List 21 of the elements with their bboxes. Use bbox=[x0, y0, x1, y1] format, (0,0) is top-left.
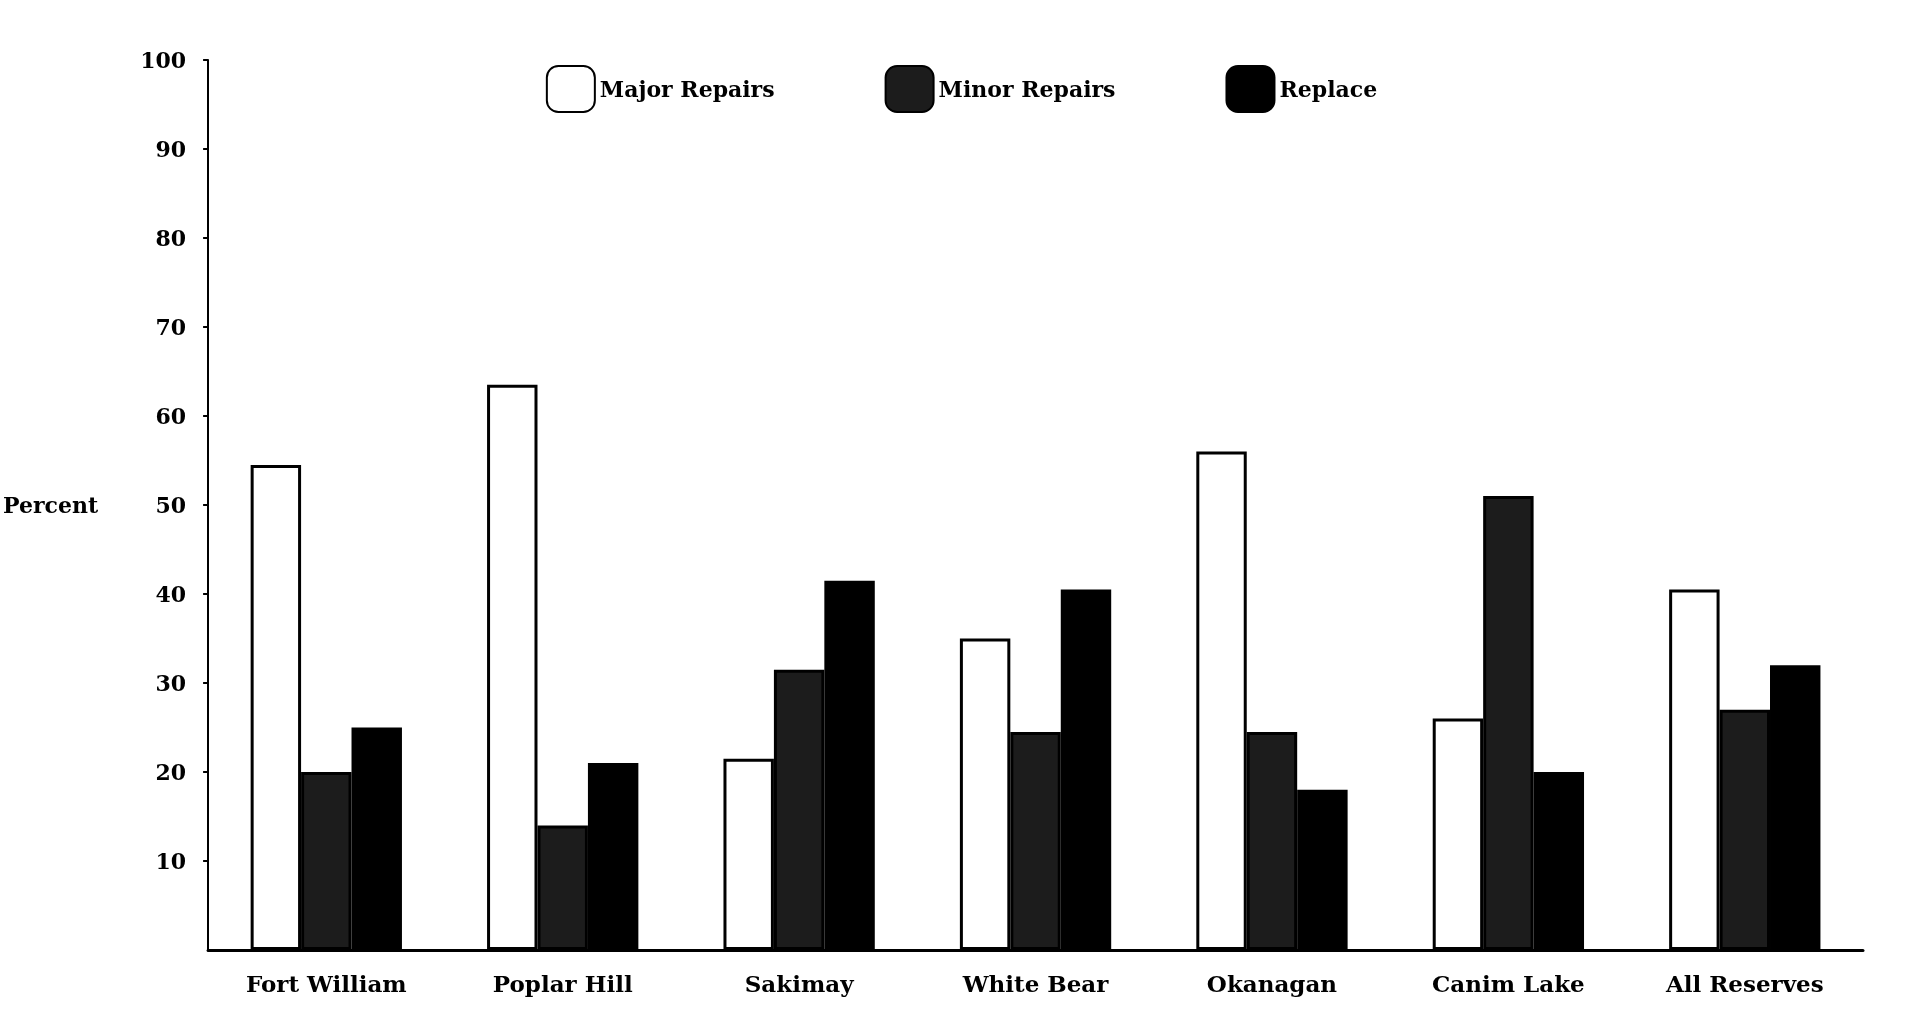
legend-label: Minor Repairs bbox=[938, 76, 1116, 102]
y-tick-label: 80 bbox=[155, 225, 187, 251]
x-tick-label: Okanagan bbox=[1206, 970, 1338, 997]
x-tick-label: White Bear bbox=[961, 970, 1110, 997]
y-tick-label: 70 bbox=[155, 314, 187, 340]
legend-label: Replace bbox=[1279, 76, 1378, 102]
y-tick-label: 60 bbox=[155, 403, 187, 429]
x-tick-label: Canim Lake bbox=[1432, 970, 1585, 997]
x-tick-label: Fort William bbox=[245, 970, 407, 997]
y-tick-label: 100 bbox=[140, 47, 187, 73]
y-tick-label: 30 bbox=[155, 670, 187, 696]
y-tick-label: 10 bbox=[155, 848, 187, 874]
x-tick-label: Sakimay bbox=[744, 970, 855, 997]
y-tick-label: 20 bbox=[155, 759, 187, 785]
x-tick-label: All Reserves bbox=[1664, 970, 1824, 997]
y-tick-label: 40 bbox=[155, 581, 187, 607]
y-axis-title: Percent bbox=[3, 492, 99, 518]
legend-label: Major Repairs bbox=[599, 76, 775, 102]
y-tick-label: 90 bbox=[155, 136, 187, 162]
y-tick-label: 50 bbox=[155, 492, 187, 518]
x-tick-label: Poplar Hill bbox=[492, 970, 633, 997]
